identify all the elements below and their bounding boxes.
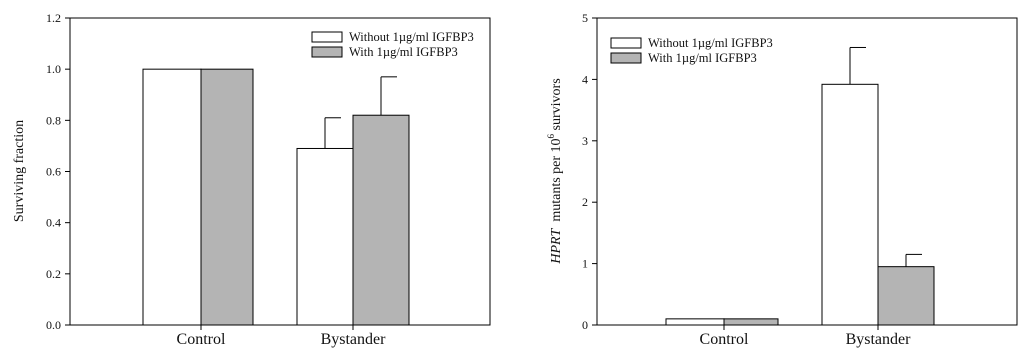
y-tick-label: 5 bbox=[582, 11, 588, 25]
legend: Without 1µg/ml IGFBP3 With 1µg/ml IGFBP3 bbox=[311, 30, 474, 59]
y-axis-title-superscript: 6 bbox=[546, 133, 556, 138]
y-tick-label: 2 bbox=[582, 195, 588, 209]
legend-label-with: With 1µg/ml IGFBP3 bbox=[349, 45, 458, 59]
bar-without-bystander bbox=[821, 83, 879, 326]
y-axis-title: Surviving fraction bbox=[12, 120, 27, 222]
y-tick-label: 0.2 bbox=[46, 267, 61, 281]
y-tick-label: 4 bbox=[582, 72, 588, 86]
y-axis-title-main: mutants per 10 bbox=[549, 138, 564, 221]
y-tick-label: 3 bbox=[582, 134, 588, 148]
bar-with-bystander bbox=[352, 114, 410, 326]
plot-frame bbox=[596, 17, 1018, 326]
category-label-bystander: Bystander bbox=[321, 331, 387, 348]
y-tick-label: 0.8 bbox=[46, 113, 61, 127]
legend-swatch-without bbox=[311, 31, 343, 43]
legend-swatch-with bbox=[610, 52, 642, 64]
survival-chart: 0.00.20.40.60.81.01.2 Control Bystander … bbox=[12, 11, 491, 348]
bars bbox=[142, 68, 410, 326]
legend-swatch-without bbox=[610, 37, 642, 49]
bars bbox=[665, 46, 935, 326]
bar-without-control bbox=[665, 318, 725, 326]
y-axis-title-italic: HPRT bbox=[549, 227, 564, 264]
y-axis-title-tail: survivors bbox=[549, 78, 564, 130]
y-axis: 0 1 2 3 4 5 bbox=[582, 11, 879, 332]
y-axis: 0.0 0.2 0.4 0.6 0.8 1.0 1.2 bbox=[46, 11, 354, 332]
legend-swatch-with bbox=[311, 46, 343, 58]
y-tick-label: 0 bbox=[582, 318, 588, 332]
y-tick-label: 1.0 bbox=[46, 62, 61, 76]
bar-with-bystander bbox=[877, 266, 935, 326]
category-label-control: Control bbox=[700, 331, 749, 348]
legend-label-with: With 1µg/ml IGFBP3 bbox=[648, 51, 757, 65]
mutation-chart: 0 1 2 3 4 5 Control Bystander HPRT mutants pe… bbox=[546, 11, 1018, 348]
y-axis-title: HPRT mutants per 106 survivors bbox=[546, 78, 564, 264]
category-label-control: Control bbox=[177, 331, 226, 348]
category-label-bystander: Bystander bbox=[846, 331, 912, 348]
y-tick-label: 0.6 bbox=[46, 165, 61, 179]
bar-with-control bbox=[200, 68, 254, 326]
y-tick-label: 0.4 bbox=[46, 216, 61, 230]
plot-frame bbox=[69, 17, 491, 326]
y-tick-label: 1 bbox=[582, 257, 588, 271]
bar-with-control bbox=[723, 318, 779, 326]
bar-without-control bbox=[142, 68, 202, 326]
legend: Without 1µg/ml IGFBP3 With 1µg/ml IGFBP3 bbox=[610, 36, 773, 65]
bar-without-bystander bbox=[296, 147, 354, 326]
y-tick-label: 1.2 bbox=[46, 11, 61, 25]
legend-label-without: Without 1µg/ml IGFBP3 bbox=[349, 30, 474, 44]
y-tick-label: 0.0 bbox=[46, 318, 61, 332]
legend-label-without: Without 1µg/ml IGFBP3 bbox=[648, 36, 773, 50]
